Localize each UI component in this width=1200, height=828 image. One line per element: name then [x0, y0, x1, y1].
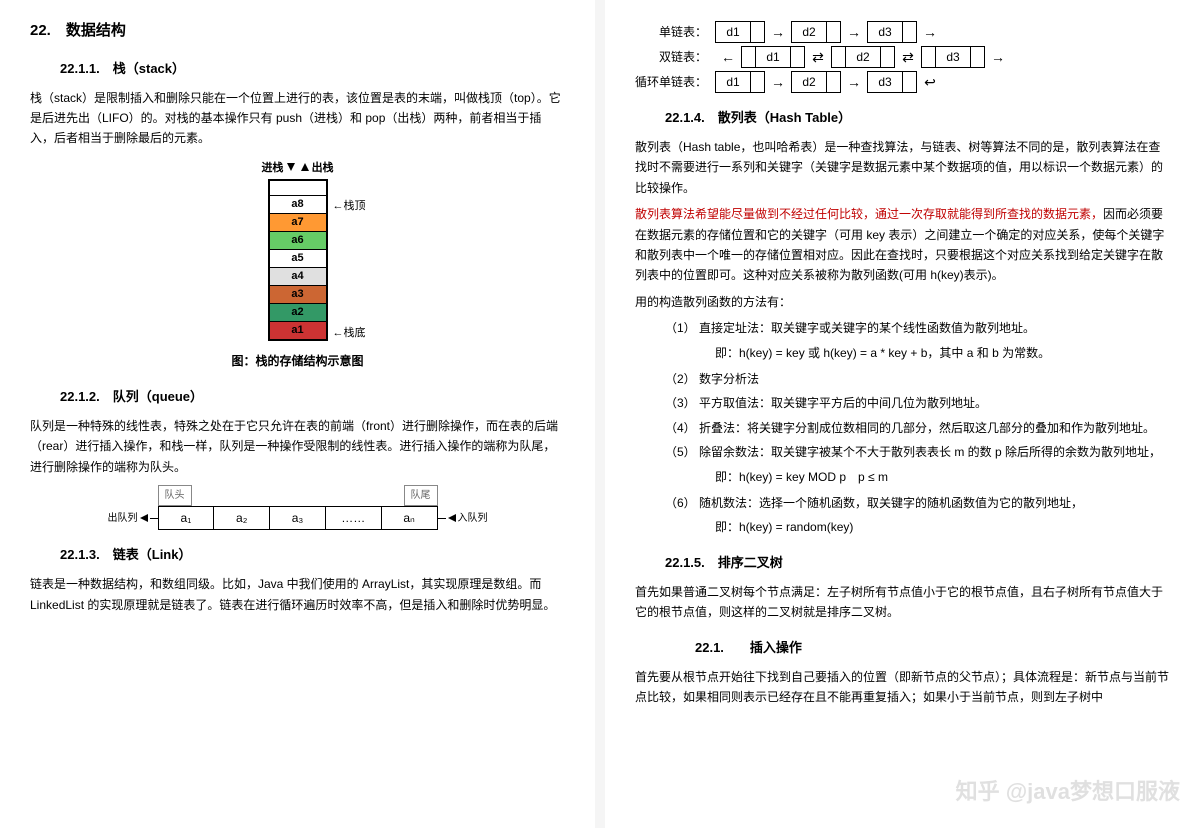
- stack-diagram: 进栈 出栈 a8a7a6a5a4a3a2a1 ←栈顶 ←栈底: [198, 159, 398, 342]
- hash-method-item: （4） 折叠法：将关键字分割成位数相同的几部分，然后取这几部分的叠加和作为散列地…: [665, 418, 1170, 438]
- ll-type-label: 单链表：: [635, 22, 715, 42]
- section-hash-heading: 22.1.4. 散列表（Hash Table）: [665, 107, 1170, 129]
- linked-list-diagrams: 单链表：d1→d2→d3→双链表：←d1⇄d2⇄d3→循环单链表：d1→d2→d…: [635, 21, 1170, 93]
- ll-node: d2: [831, 46, 895, 68]
- stack-paragraph: 栈（stack）是限制插入和删除只能在一个位置上进行的表，该位置是表的末端，叫做…: [30, 88, 565, 149]
- page-left: 22. 数据结构 22.1.1. 栈（stack） 栈（stack）是限制插入和…: [0, 0, 595, 828]
- ll-node: d1: [715, 21, 765, 43]
- hash-method-item: （5） 除留余数法：取关键字被某个不大于散列表表长 m 的数 p 除后所得的余数…: [665, 442, 1170, 462]
- ll-arrow-icon: →: [765, 71, 791, 93]
- ll-node: d1: [741, 46, 805, 68]
- stack-cell: a6: [270, 231, 326, 249]
- hash-method-item: （3） 平方取值法：取关键字平方后的中间几位为散列地址。: [665, 393, 1170, 413]
- ll-arrow-icon: →: [841, 71, 867, 93]
- ll-node: d2: [791, 71, 841, 93]
- queue-cell: aₙ: [382, 507, 437, 529]
- queue-head-label: 队头: [158, 485, 192, 506]
- queue-tail-label: 队尾: [404, 485, 438, 506]
- ll-arrow-icon: →: [765, 21, 791, 43]
- ll-arrow-icon: →: [841, 21, 867, 43]
- section-link-heading: 22.1.3. 链表（Link）: [60, 544, 565, 566]
- section-bst-heading: 22.1.5. 排序二叉树: [665, 552, 1170, 574]
- hash-p2: 散列表算法希望能尽量做到不经过任何比较，通过一次存取就能得到所查找的数据元素，因…: [635, 204, 1170, 286]
- stack-in-label: 进栈: [261, 162, 283, 174]
- chapter-title: 22. 数据结构: [30, 18, 565, 44]
- stack-cell: a7: [270, 213, 326, 231]
- hash-method-item: （1） 直接定址法：取关键字或关键字的某个线性函数值为散列地址。: [665, 318, 1170, 338]
- bst-p1: 首先如果普通二叉树每个节点满足：左子树所有节点值小于它的根节点值，且右子树所有节…: [635, 582, 1170, 623]
- section-stack-heading: 22.1.1. 栈（stack）: [60, 58, 565, 80]
- ll-node: d3: [867, 71, 917, 93]
- linked-list-row: 双链表：←d1⇄d2⇄d3→: [635, 46, 1170, 68]
- hash-p3: 用的构造散列函数的方法有：: [635, 292, 1170, 312]
- ll-type-label: 双链表：: [635, 47, 715, 67]
- stack-top-label: ←栈顶: [333, 197, 366, 216]
- ll-arrow-icon: ⇄: [805, 46, 831, 68]
- section-queue-heading: 22.1.2. 队列（queue）: [60, 386, 565, 408]
- ll-node: d1: [715, 71, 765, 93]
- stack-cell: a5: [270, 249, 326, 267]
- linked-list-row: 单链表：d1→d2→d3→: [635, 21, 1170, 43]
- link-paragraph: 链表是一种数据结构，和数组同级。比如，Java 中我们使用的 ArrayList…: [30, 574, 565, 615]
- ll-node: d3: [921, 46, 985, 68]
- stack-cell: a4: [270, 267, 326, 285]
- queue-out-label: 出队列: [108, 510, 138, 527]
- stack-bottom-label: ←栈底: [333, 324, 366, 343]
- ll-arrow-icon: ⇄: [895, 46, 921, 68]
- linked-list-row: 循环单链表：d1→d2→d3↩: [635, 71, 1170, 93]
- hash-method-sub: 即：h(key) = key MOD p p ≤ m: [715, 467, 1170, 487]
- bst-p2: 首先要从根节点开始往下找到自己要插入的位置（即新节点的父节点）；具体流程是：新节…: [635, 667, 1170, 708]
- queue-paragraph: 队列是一种特殊的线性表，特殊之处在于它只允许在表的前端（front）进行删除操作…: [30, 416, 565, 477]
- hash-methods-list: （1） 直接定址法：取关键字或关键字的某个线性函数值为散列地址。即：h(key)…: [665, 318, 1170, 538]
- watermark: 知乎 @java梦想口服液: [956, 773, 1180, 810]
- stack-caption: 图：栈的存储结构示意图: [30, 351, 565, 371]
- queue-diagram: 队头 队尾 出队列 a₁a₂a₃……aₙ 入队列: [108, 485, 488, 530]
- hash-method-item: （2） 数字分析法: [665, 369, 1170, 389]
- hash-p1: 散列表（Hash table，也叫哈希表）是一种查找算法，与链表、树等算法不同的…: [635, 137, 1170, 198]
- queue-in-label: 入队列: [458, 510, 488, 527]
- hash-method-item: （6） 随机数法：选择一个随机函数，取关键字的随机函数值为它的散列地址，: [665, 493, 1170, 513]
- hash-method-sub: 即：h(key) = random(key): [715, 517, 1170, 537]
- stack-cell: a3: [270, 285, 326, 303]
- queue-cell: a₁: [159, 507, 215, 529]
- ll-type-label: 循环单链表：: [635, 72, 715, 92]
- stack-cell: a8: [270, 195, 326, 213]
- ll-node: d2: [791, 21, 841, 43]
- hash-p2-red: 散列表算法希望能尽量做到不经过任何比较，通过一次存取就能得到所查找的数据元素，: [635, 207, 1103, 221]
- queue-cell: ……: [326, 507, 382, 529]
- stack-out-label: 出栈: [312, 162, 334, 174]
- hash-method-sub: 即：h(key) = key 或 h(key) = a * key + b，其中…: [715, 343, 1170, 363]
- stack-cell: a2: [270, 303, 326, 321]
- bst-insert-heading: 22.1. 插入操作: [695, 637, 1170, 659]
- queue-cell: a₂: [214, 507, 270, 529]
- page-right: 单链表：d1→d2→d3→双链表：←d1⇄d2⇄d3→循环单链表：d1→d2→d…: [605, 0, 1200, 828]
- queue-cell: a₃: [270, 507, 326, 529]
- ll-node: d3: [867, 21, 917, 43]
- stack-cell: a1: [270, 321, 326, 339]
